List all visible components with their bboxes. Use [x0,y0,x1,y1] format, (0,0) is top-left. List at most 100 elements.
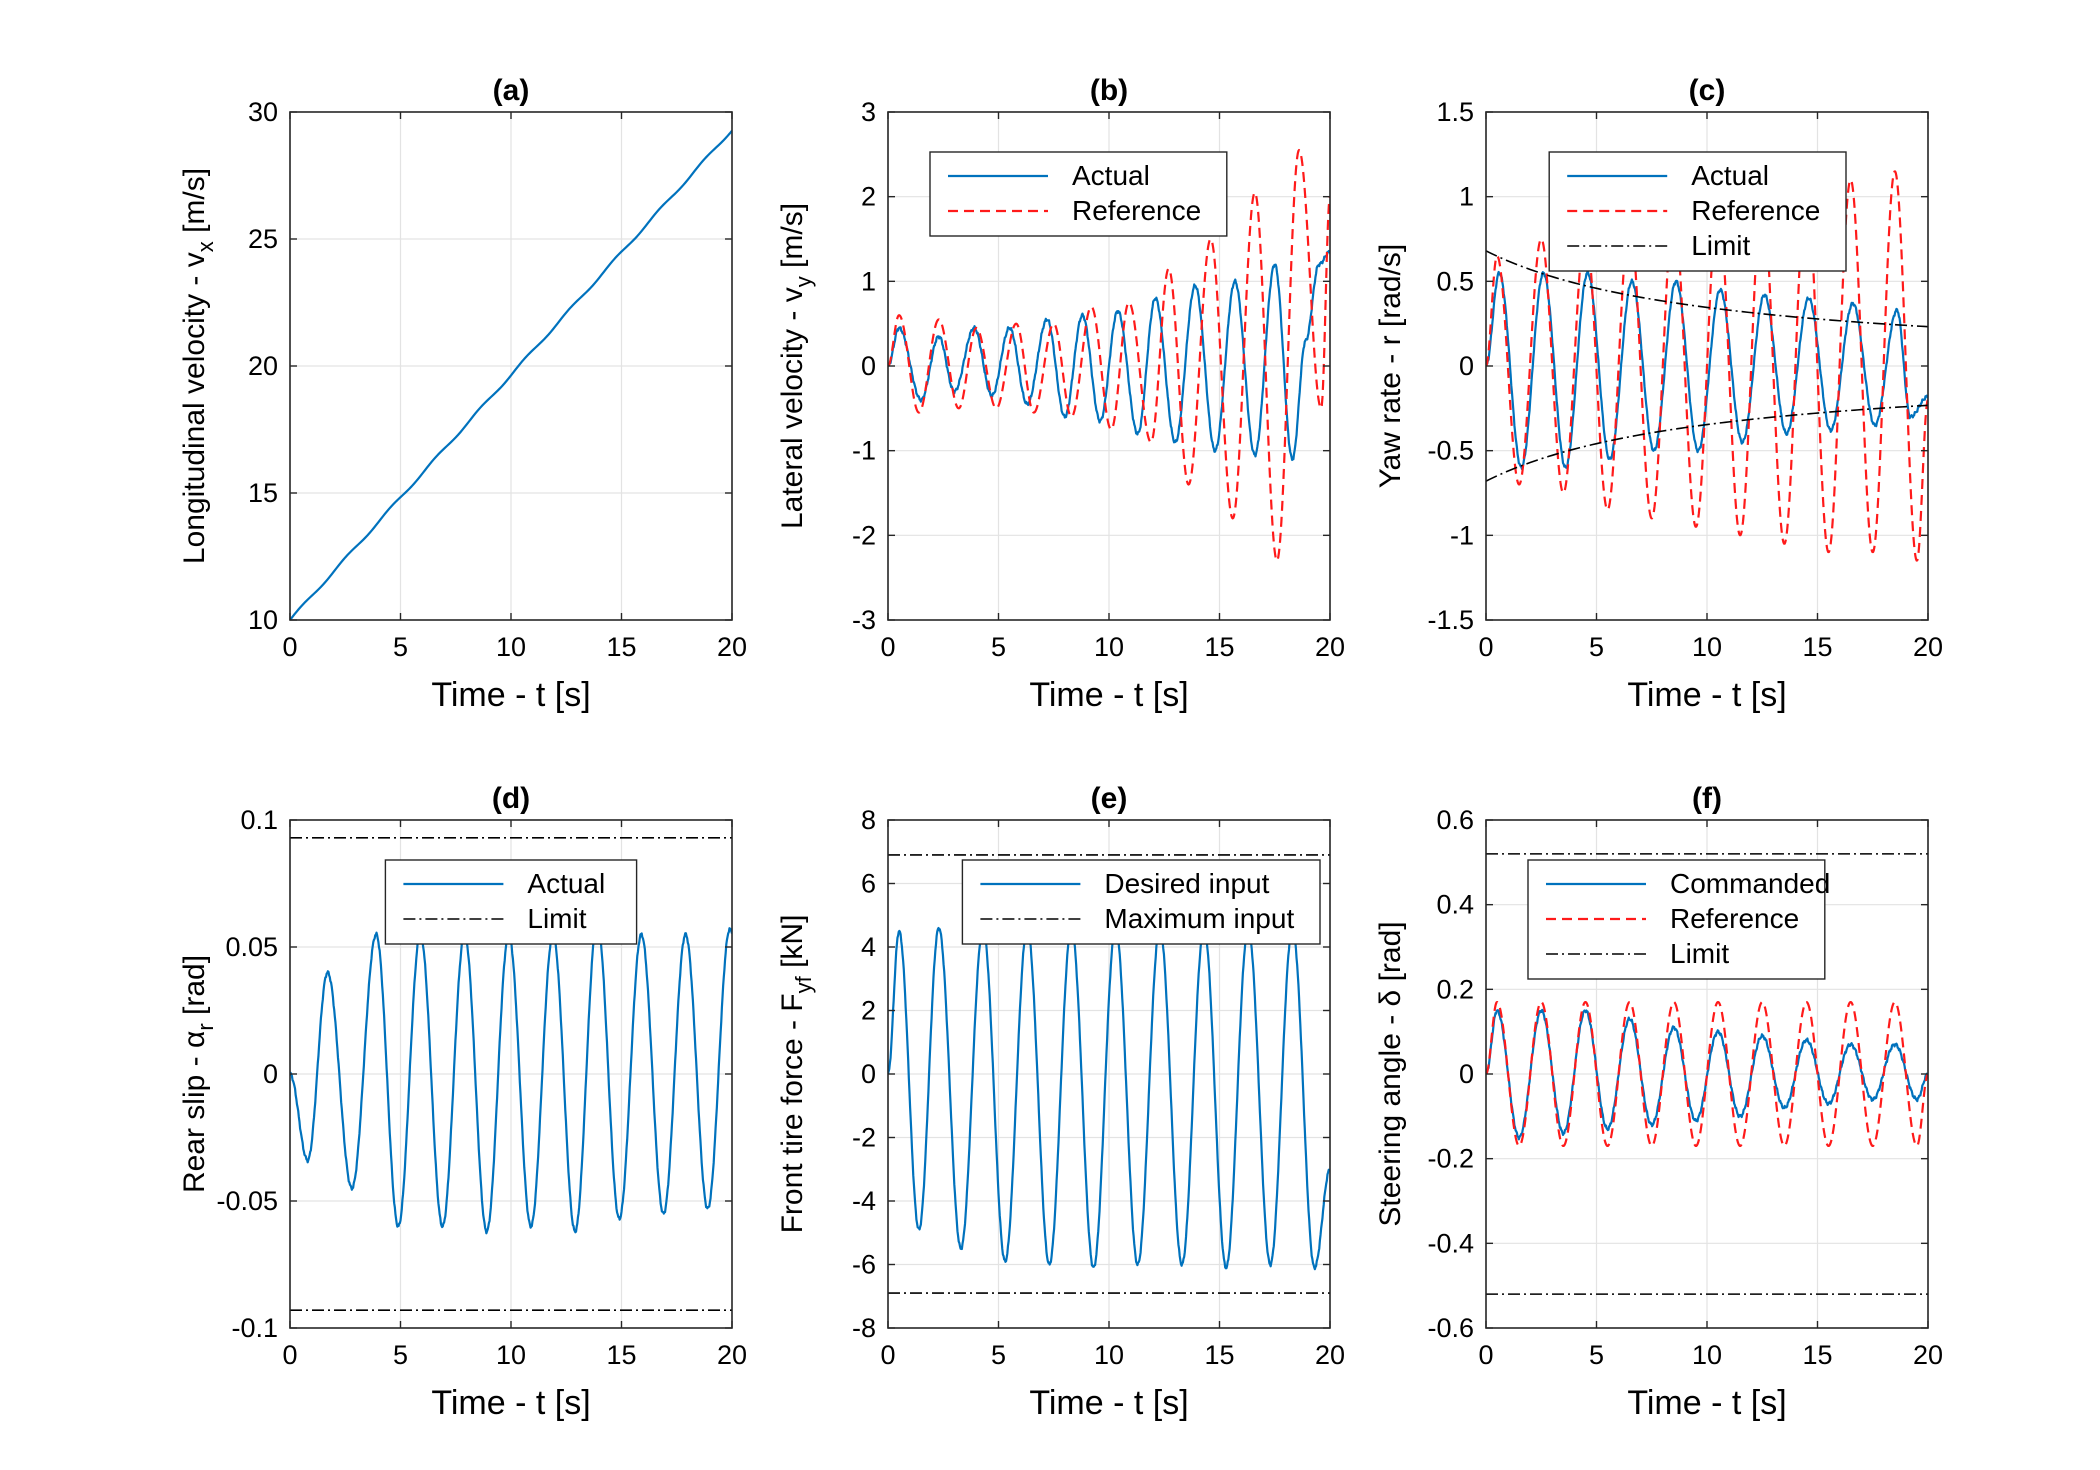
x-tick-label: 20 [717,632,747,662]
y-axis-label: Lateral velocity - vy [m/s] [776,203,816,529]
y-axis-label: Longitudinal velocity - vx [m/s] [178,168,218,564]
x-tick-label: 5 [991,632,1006,662]
x-tick-label: 0 [282,1340,297,1370]
series-commanded-line [1486,1008,1928,1141]
legend: Actual Reference Limit [1548,151,1847,272]
y-tick-label: -3 [852,605,876,635]
series-reference-line [1486,1001,1928,1147]
legend-box [1548,151,1847,272]
legend-label: Reference [1072,195,1201,226]
x-tick-label: 5 [393,1340,408,1370]
y-tick-label: -0.05 [216,1186,278,1216]
series-actual-line [888,249,1330,462]
series-actual-line [1486,270,1928,471]
y-tick-label: -8 [852,1313,876,1343]
y-tick-label: 6 [861,869,876,899]
y-axis-label: Rear slip - αr [rad] [178,955,218,1193]
x-tick-label: 10 [496,1340,526,1370]
y-tick-label: 0.5 [1436,266,1474,296]
x-tick-label: 0 [880,632,895,662]
legend-label: Limit [1670,938,1729,969]
y-tick-label: -1.5 [1427,605,1474,635]
y-tick-label: 0.4 [1436,890,1474,920]
y-tick-label: 4 [861,932,876,962]
x-axis-label: Time - t [s] [1627,676,1786,714]
x-tick-label: 10 [1692,1340,1722,1370]
y-tick-label: 25 [248,224,278,254]
legend-label: Actual [1691,160,1769,191]
legend-label: Actual [1072,160,1150,191]
x-tick-label: 0 [880,1340,895,1370]
legend-label: Actual [527,868,605,899]
series-reference-line [888,149,1330,562]
legend: Actual Reference [929,151,1228,237]
y-tick-label: 20 [248,351,278,381]
y-tick-label: 0 [861,351,876,381]
panel-b: 0 5 10 15 20 -3 -2 -1 0 1 2 3 (b) Time - t [s] Lateral… [776,74,1345,714]
y-tick-label: 2 [861,996,876,1026]
x-tick-label: 20 [1913,1340,1943,1370]
legend-label: Commanded [1670,868,1830,899]
x-tick-label: 15 [1204,1340,1234,1370]
series-reference-line [1486,170,1928,562]
legend-box [961,859,1321,945]
x-tick-label: 10 [496,632,526,662]
legend: Commanded Reference Limit [1527,859,1830,980]
series-desired-input-line [888,925,1330,1271]
x-axis-label: Time - t [s] [431,1384,590,1422]
series-group-c [1486,170,1928,562]
y-tick-label: -4 [852,1186,876,1216]
y-axis-label: Steering angle - δ [rad] [1374,921,1407,1226]
y-tick-label: 2 [861,182,876,212]
panel-f: 0 5 10 15 20 -0.6 -0.4 -0.2 0 0.2 0.4 0.6 (f) Time - … [1374,782,1943,1422]
chart-title: (c) [1689,74,1726,107]
series-group-e [888,854,1330,1294]
y-tick-label: -2 [852,1123,876,1153]
series-group-b [888,149,1330,562]
x-tick-label: 20 [1315,632,1345,662]
x-tick-label: 20 [1315,1340,1345,1370]
y-tick-label: 8 [861,805,876,835]
y-tick-label: -1 [1450,520,1474,550]
y-tick-label: -2 [852,520,876,550]
x-tick-label: 0 [1478,632,1493,662]
x-tick-label: 15 [1802,1340,1832,1370]
legend: Desired input Maximum input [961,859,1321,945]
x-tick-label: 15 [606,632,636,662]
y-tick-label: -6 [852,1250,876,1280]
legend-box [1527,859,1826,980]
chart-title: (d) [492,782,530,815]
x-tick-label: 10 [1094,1340,1124,1370]
x-tick-label: 5 [1589,632,1604,662]
y-tick-label: 0 [861,1059,876,1089]
legend-box [384,859,638,945]
series-limit-line [1486,404,1928,482]
y-tick-label: -0.1 [231,1313,278,1343]
series-group-a [290,130,732,620]
x-axis-label: Time - t [s] [1029,1384,1188,1422]
x-tick-label: 10 [1094,632,1124,662]
y-tick-label: 0 [1459,1059,1474,1089]
y-tick-label: 1.5 [1436,97,1474,127]
x-tick-label: 15 [1802,632,1832,662]
series-actual-line [290,130,732,620]
y-tick-label: -0.2 [1427,1144,1474,1174]
y-axis-label: Yaw rate - r [rad/s] [1374,244,1407,489]
x-axis-label: Time - t [s] [1627,1384,1786,1422]
legend: Actual Limit [384,859,638,945]
x-tick-label: 5 [393,632,408,662]
y-tick-label: 0.6 [1436,805,1474,835]
series-limit-line [1486,250,1928,328]
x-tick-label: 15 [606,1340,636,1370]
x-axis-label: Time - t [s] [431,676,590,714]
x-tick-label: 0 [282,632,297,662]
series-group-f [1486,853,1928,1295]
x-tick-label: 20 [1913,632,1943,662]
y-tick-label: 10 [248,605,278,635]
legend-label: Reference [1691,195,1820,226]
chart-title: (e) [1091,782,1128,815]
legend-label: Limit [527,903,586,934]
panel-d: 0 5 10 15 20 -0.1 -0.05 0 0.05 0.1 (d) Time - t [s]… [178,782,747,1422]
legend-label: Maximum input [1104,903,1294,934]
y-tick-label: -0.4 [1427,1228,1474,1258]
